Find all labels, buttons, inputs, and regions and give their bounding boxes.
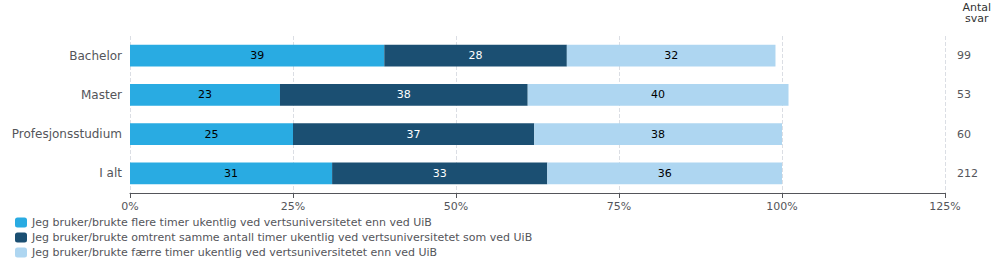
svg-text:25: 25 — [205, 128, 219, 141]
svg-text:25%: 25% — [281, 200, 305, 213]
svg-text:Bachelor: Bachelor — [69, 49, 122, 63]
svg-text:212: 212 — [957, 167, 978, 180]
svg-text:40: 40 — [651, 88, 665, 101]
svg-text:Jeg bruker/brukte omtrent samm: Jeg bruker/brukte omtrent samme antall t… — [31, 231, 532, 244]
svg-text:37: 37 — [407, 128, 421, 141]
svg-text:33: 33 — [433, 167, 447, 180]
svg-text:32: 32 — [664, 49, 678, 62]
svg-text:28: 28 — [469, 49, 483, 62]
svg-text:50%: 50% — [444, 200, 468, 213]
svg-text:38: 38 — [651, 128, 665, 141]
svg-text:36: 36 — [658, 167, 672, 180]
svg-text:Jeg bruker/brukte flere timer: Jeg bruker/brukte flere timer ukentlig v… — [31, 216, 432, 229]
svg-text:Antal: Antal — [962, 1, 991, 14]
svg-text:Jeg bruker/brukte færre timer: Jeg bruker/brukte færre timer ukentlig v… — [31, 246, 437, 259]
svg-text:75%: 75% — [607, 200, 631, 213]
svg-text:53: 53 — [957, 88, 971, 101]
svg-text:Profesjonsstudium: Profesjonsstudium — [12, 127, 122, 141]
svg-text:23: 23 — [198, 88, 212, 101]
svg-text:31: 31 — [224, 167, 238, 180]
svg-text:38: 38 — [397, 88, 411, 101]
svg-text:39: 39 — [250, 49, 264, 62]
svg-text:I alt: I alt — [99, 166, 122, 180]
svg-text:99: 99 — [957, 49, 971, 62]
svg-text:svar: svar — [965, 12, 989, 25]
svg-text:60: 60 — [957, 128, 971, 141]
svg-text:100%: 100% — [766, 200, 797, 213]
svg-text:0%: 0% — [121, 200, 138, 213]
svg-text:125%: 125% — [929, 200, 960, 213]
svg-text:Master: Master — [81, 88, 122, 102]
